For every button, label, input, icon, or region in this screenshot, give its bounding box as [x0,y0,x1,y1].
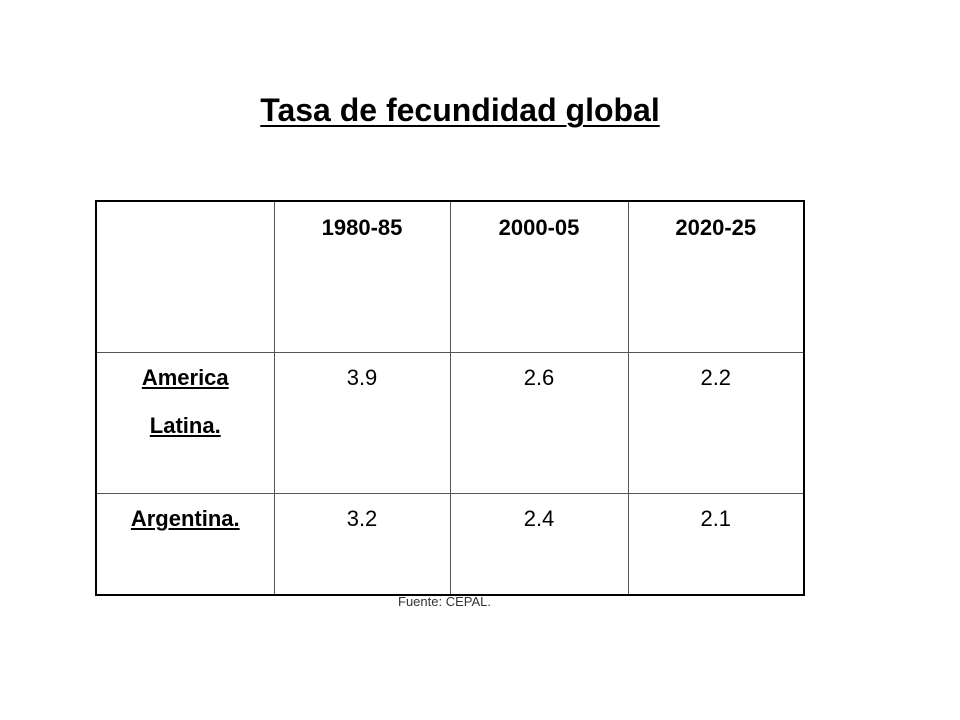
page-title: Tasa de fecundidad global [260,92,660,128]
row-label-line1: Argentina. [130,506,240,531]
row-label-cell: Argentina. [95,493,275,596]
value-cell: 2.4 [449,493,629,596]
header-label: 2020-25 [675,215,757,240]
header-cell-empty [95,200,275,353]
value-cell: 2.1 [627,493,805,596]
table-row: America Latina. 3.9 2.6 2.2 [95,352,805,494]
header-cell-2000-05: 2000-05 [449,200,629,353]
value-cell: 2.2 [627,352,805,494]
value-cell: 2.6 [449,352,629,494]
table-header-row: 1980-85 2000-05 2020-25 [95,200,805,353]
header-cell-2020-25: 2020-25 [627,200,805,353]
value-cell: 3.9 [273,352,451,494]
value-cell: 3.2 [273,493,451,596]
table-row: Argentina. 3.2 2.4 2.1 [95,493,805,596]
source-note: Fuente: CEPAL. [398,594,491,609]
row-label-line1: America [141,365,229,390]
fertility-table: 1980-85 2000-05 2020-25 America Latina. … [95,200,805,596]
row-label-line2: Latina. [149,413,221,438]
header-label: 1980-85 [321,215,403,240]
header-label: 2000-05 [498,215,580,240]
header-cell-1980-85: 1980-85 [273,200,451,353]
row-label-cell: America Latina. [95,352,275,494]
